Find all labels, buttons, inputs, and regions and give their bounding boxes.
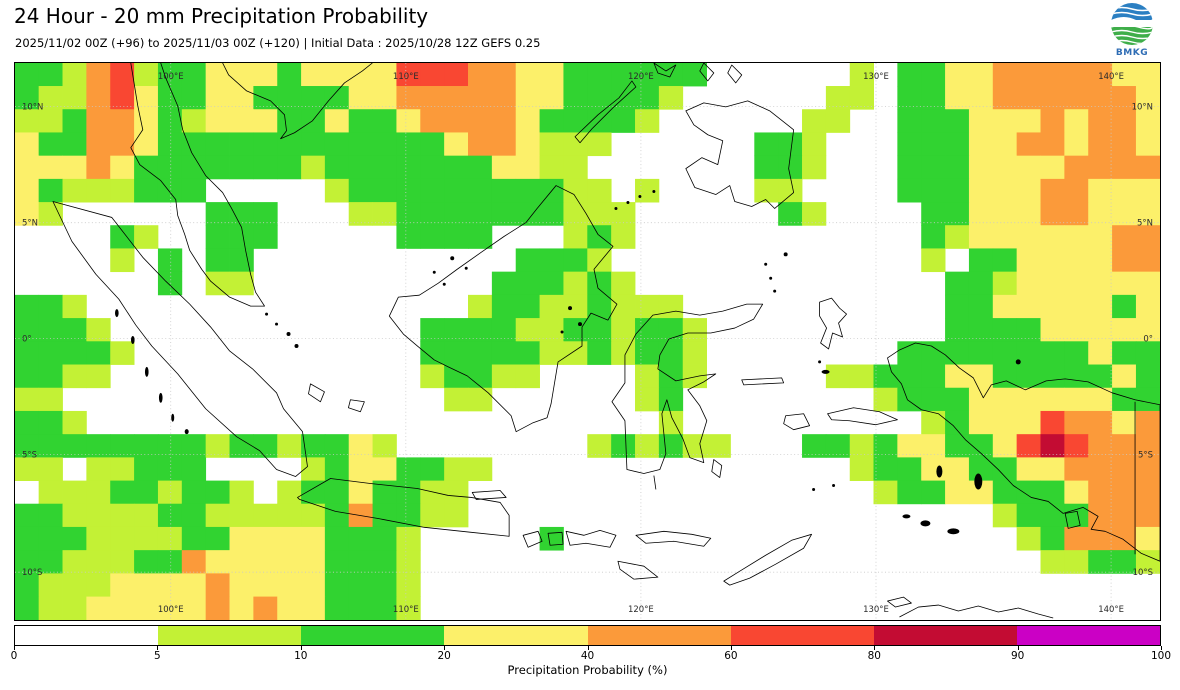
svg-text:120°E: 120°E — [628, 604, 654, 614]
colorbar-tick-mark — [730, 646, 732, 650]
svg-text:100°E: 100°E — [158, 604, 184, 614]
colorbar-segment — [15, 626, 159, 645]
map-axis-labels: 10°N 10°N 5°N 5°N 0° 0° 5°S 5°S 10°S 10°S 100°E 100… — [22, 71, 1153, 614]
page-title: 24 Hour - 20 mm Precipitation Probabilit… — [14, 4, 429, 28]
svg-text:130°E: 130°E — [863, 71, 889, 81]
svg-text:130°E: 130°E — [863, 604, 889, 614]
coastlines — [52, 63, 1160, 619]
svg-text:10°N: 10°N — [1132, 101, 1153, 111]
colorbar-segment — [301, 626, 445, 645]
colorbar-tick-label: 40 — [580, 650, 595, 662]
colorbar-tick-mark — [1017, 646, 1019, 650]
bmkg-logo: BMKG — [1104, 0, 1160, 60]
colorbar-tick-mark — [587, 646, 589, 650]
map-canvas: 10°N 10°N 5°N 5°N 0° 0° 5°S 5°S 10°S 10°S 100°E 100… — [15, 63, 1160, 620]
colorbar-tick-mark — [1161, 646, 1162, 650]
svg-text:120°E: 120°E — [628, 71, 654, 81]
colorbar-segment — [730, 626, 874, 645]
colorbar-tick-label: 90 — [1010, 650, 1025, 662]
bmkg-logo-text: BMKG — [1116, 48, 1148, 58]
precipitation-map: 10°N 10°N 5°N 5°N 0° 0° 5°S 5°S 10°S 10°S 100°E 100… — [14, 62, 1161, 621]
svg-text:10°S: 10°S — [22, 567, 42, 577]
page-subtitle: 2025/11/02 00Z (+96) to 2025/11/03 00Z (… — [15, 36, 541, 50]
colorbar-tick-label: 10 — [294, 650, 308, 662]
colorbar-tick-mark — [300, 646, 302, 650]
probability-fill-layer — [15, 63, 1160, 620]
colorbar-tick-label: 60 — [724, 650, 738, 662]
colorbar-tick-label: 100 — [1150, 650, 1172, 662]
svg-text:0°: 0° — [22, 334, 32, 344]
svg-text:110°E: 110°E — [393, 604, 419, 614]
colorbar-ticks: 0 5 10 20 40 60 80 90 100 — [10, 646, 1171, 666]
colorbar-tick-label: 20 — [437, 650, 451, 662]
colorbar-segment — [1016, 626, 1160, 645]
colorbar-segment — [873, 626, 1017, 645]
svg-text:10°S: 10°S — [1133, 567, 1153, 577]
colorbar-tick-label: 0 — [10, 650, 18, 662]
colorbar-tick-label: 80 — [867, 650, 881, 662]
colorbar-label: Precipitation Probability (%) — [507, 663, 668, 677]
svg-text:10°N: 10°N — [22, 101, 43, 111]
colorbar — [14, 625, 1161, 646]
svg-text:0°: 0° — [1143, 334, 1153, 344]
svg-text:5°N: 5°N — [22, 218, 38, 228]
svg-text:140°E: 140°E — [1098, 604, 1124, 614]
colorbar-tick-label: 5 — [154, 650, 161, 662]
colorbar-segment — [158, 626, 302, 645]
colorbar-tick-mark — [157, 646, 159, 650]
svg-text:100°E: 100°E — [158, 71, 184, 81]
svg-text:110°E: 110°E — [393, 71, 419, 81]
colorbar-segment — [444, 626, 588, 645]
svg-text:5°S: 5°S — [22, 450, 37, 460]
graticule-layer — [15, 63, 1160, 620]
colorbar-segment — [587, 626, 731, 645]
colorbar-tick-mark — [444, 646, 446, 650]
colorbar-tick-mark — [14, 646, 15, 650]
svg-text:5°S: 5°S — [1138, 450, 1153, 460]
bmkg-logo-icon: BMKG — [1111, 3, 1153, 58]
colorbar-tick-mark — [874, 646, 876, 650]
svg-text:5°N: 5°N — [1137, 218, 1153, 228]
svg-text:140°E: 140°E — [1098, 71, 1124, 81]
